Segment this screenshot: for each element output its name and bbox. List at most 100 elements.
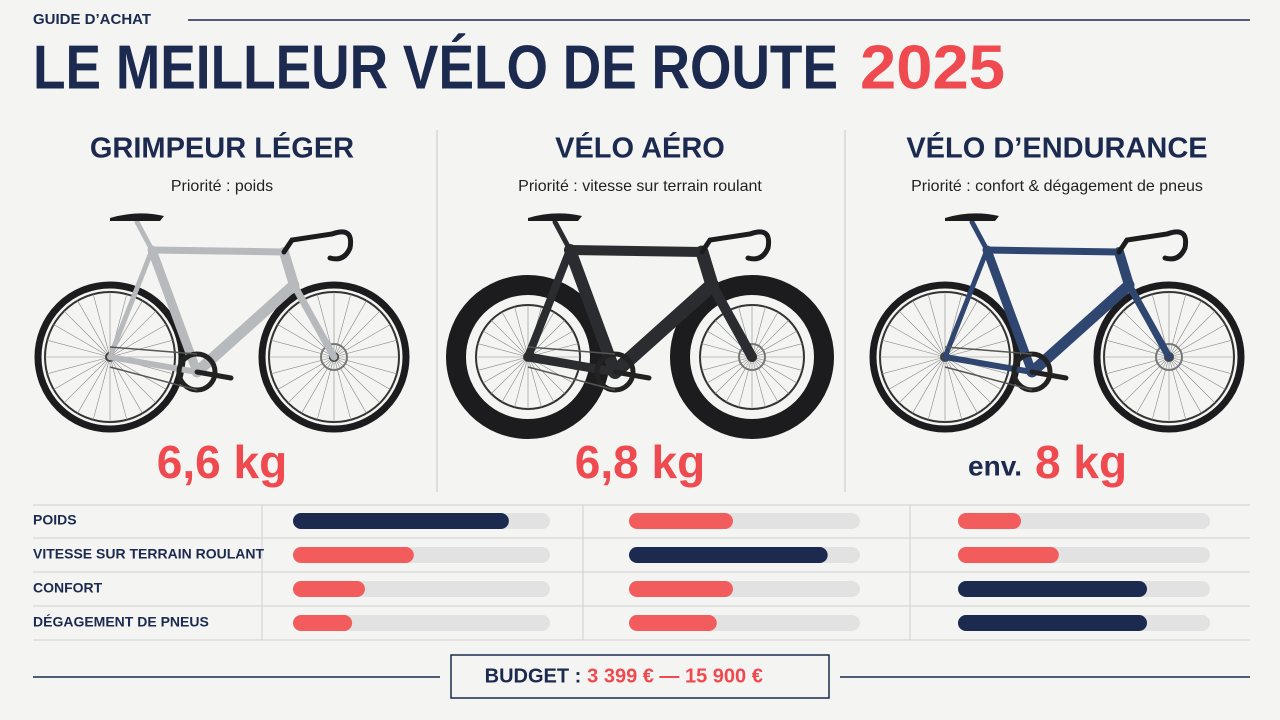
bike-weight: 8 kg — [1035, 436, 1127, 488]
frame-tube — [147, 245, 202, 377]
spoke — [1168, 356, 1216, 404]
spoke — [501, 311, 529, 358]
weight-prefix: env. — [968, 450, 1022, 481]
frame-tube — [524, 246, 574, 361]
tire — [869, 281, 1021, 433]
spoke — [706, 356, 753, 384]
spoke — [333, 294, 352, 358]
rating-bar — [958, 547, 1059, 563]
frame-tube — [552, 219, 573, 253]
bike-weight: 6,8 kg — [575, 436, 705, 488]
spoke — [53, 356, 111, 390]
spoke — [944, 356, 992, 404]
rating-bar — [958, 581, 1147, 597]
spoke — [1106, 356, 1170, 375]
spoke — [701, 343, 753, 358]
frame-tube — [290, 281, 338, 361]
frame-tube — [279, 247, 299, 290]
spoke — [751, 356, 798, 384]
handlebar — [1116, 229, 1189, 262]
spoke — [92, 356, 111, 420]
spoke — [882, 339, 946, 358]
spoke — [898, 310, 946, 358]
frame-tube — [564, 244, 621, 378]
tire — [670, 275, 834, 439]
spoke — [333, 356, 391, 390]
spoke — [333, 356, 381, 404]
frame-tube — [134, 219, 155, 253]
spoke — [751, 320, 789, 358]
spoke — [751, 356, 789, 394]
spoke — [109, 310, 157, 358]
spoke — [725, 356, 753, 403]
frame-tube — [523, 352, 620, 377]
spoke — [527, 330, 574, 358]
chain — [527, 346, 616, 391]
spoke — [944, 339, 1008, 358]
spoke — [738, 356, 753, 408]
spoke — [47, 356, 111, 375]
rating-bar — [958, 513, 1021, 529]
rating-bar — [293, 615, 353, 631]
spoke — [491, 356, 529, 394]
spoke — [1112, 324, 1170, 358]
spoke — [109, 356, 143, 414]
spoke — [109, 324, 167, 358]
frame-tube — [707, 280, 757, 362]
spoke — [1106, 339, 1170, 358]
saddle — [528, 213, 582, 221]
spoke — [53, 324, 111, 358]
spoke — [109, 356, 157, 404]
crank — [194, 369, 234, 381]
rating-bar — [629, 547, 828, 563]
rating-bar — [629, 513, 733, 529]
spoke — [898, 356, 946, 404]
frame-tube — [1026, 279, 1135, 378]
spoke — [751, 343, 803, 358]
disc — [320, 343, 348, 371]
chain — [109, 346, 198, 391]
spoke — [277, 356, 335, 390]
spoke — [1168, 300, 1202, 358]
frame-tube — [1125, 281, 1173, 361]
spoke — [715, 356, 753, 394]
spoke — [63, 310, 111, 358]
criterion-label: VITESSE SUR TERRAIN ROULANT — [33, 546, 264, 562]
spoke — [333, 324, 391, 358]
rating-bar — [958, 615, 1147, 631]
spoke — [482, 330, 529, 358]
spoke — [927, 294, 946, 358]
spoke — [944, 324, 1002, 358]
rating-bar — [293, 513, 509, 529]
spoke — [47, 339, 111, 358]
frame-tube — [695, 245, 719, 292]
spoke — [63, 356, 111, 404]
tire — [1093, 281, 1245, 433]
spoke — [333, 356, 352, 420]
bike — [446, 213, 834, 439]
frame-tube — [107, 247, 155, 360]
bar-track — [293, 615, 550, 631]
spoke — [1168, 324, 1226, 358]
spoke — [751, 356, 803, 371]
spoke — [287, 356, 335, 404]
spoke — [927, 356, 946, 420]
spoke — [1168, 339, 1232, 358]
disc — [1155, 343, 1183, 371]
bar-track — [958, 513, 1210, 529]
title-year: 2025 — [860, 33, 1005, 102]
frame-tube — [608, 278, 719, 379]
spoke — [333, 356, 367, 414]
bike-priority: Priorité : vitesse sur terrain roulant — [518, 178, 762, 195]
handlebar — [281, 229, 354, 262]
spoke — [482, 356, 529, 384]
crank — [1029, 369, 1069, 381]
spoke — [1122, 356, 1170, 404]
spoke — [751, 356, 779, 403]
frame-tube — [982, 245, 1037, 377]
spoke — [527, 356, 542, 408]
disc — [738, 343, 766, 371]
spoke — [888, 324, 946, 358]
spoke — [1168, 356, 1187, 420]
budget-box — [450, 654, 830, 699]
